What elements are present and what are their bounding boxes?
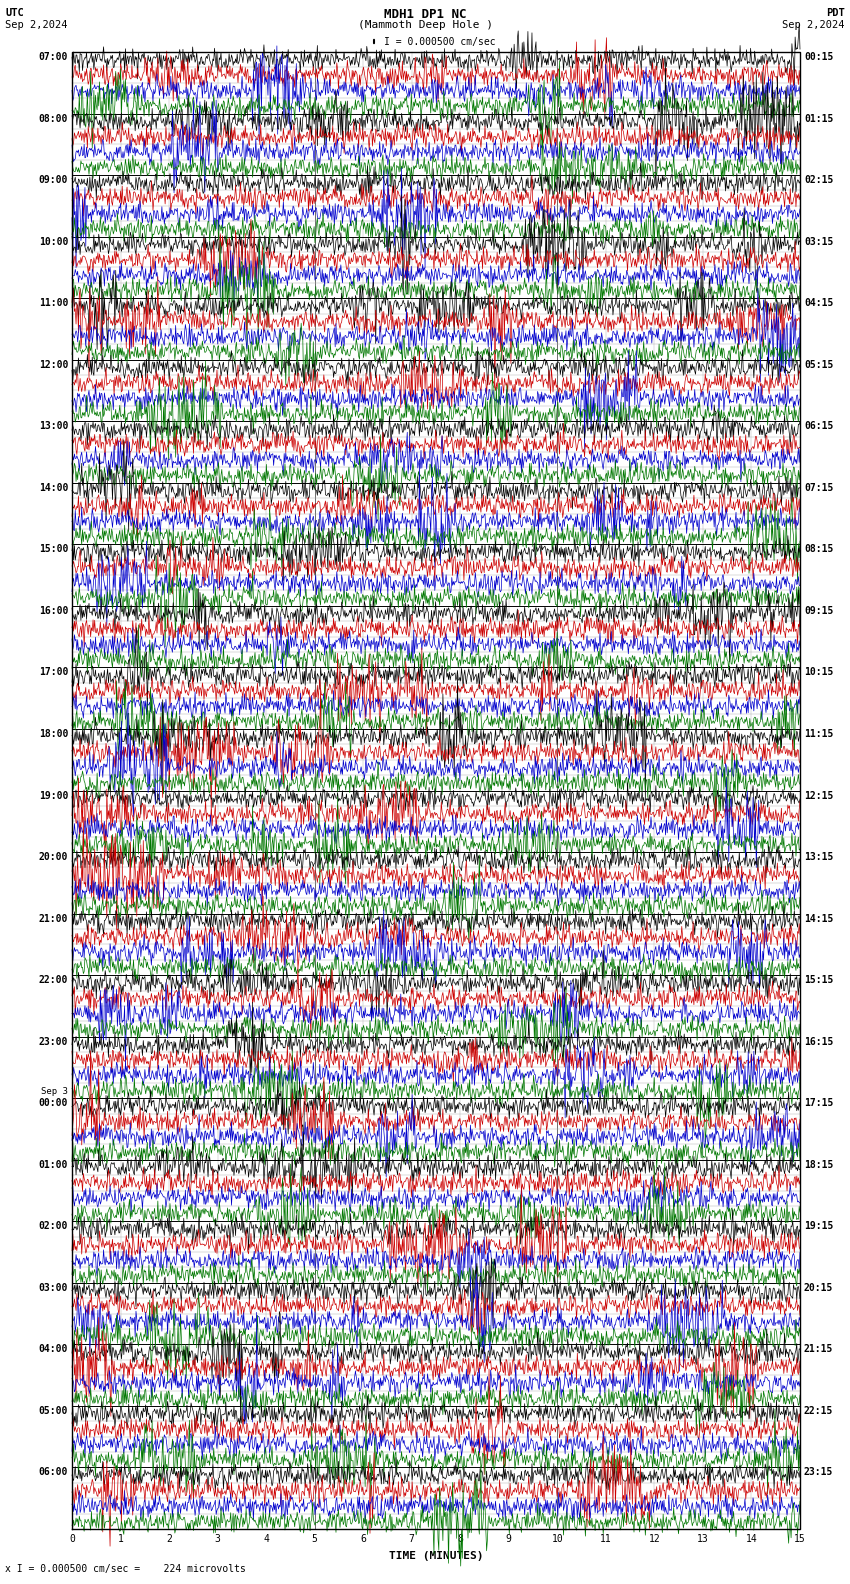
Text: 16:00: 16:00	[38, 605, 68, 616]
Text: 0: 0	[69, 1533, 75, 1544]
Text: 13: 13	[697, 1533, 709, 1544]
Text: Sep 3: Sep 3	[41, 1087, 68, 1096]
Text: 15:00: 15:00	[38, 545, 68, 554]
Text: I = 0.000500 cm/sec: I = 0.000500 cm/sec	[384, 36, 496, 46]
Text: 05:00: 05:00	[38, 1407, 68, 1416]
Text: 01:15: 01:15	[804, 114, 833, 124]
Text: 14:00: 14:00	[38, 483, 68, 493]
Text: 21:00: 21:00	[38, 914, 68, 923]
Text: 12: 12	[649, 1533, 660, 1544]
Text: 07:15: 07:15	[804, 483, 833, 493]
Text: 6: 6	[360, 1533, 366, 1544]
Text: 16:15: 16:15	[804, 1036, 833, 1047]
Text: 07:00: 07:00	[38, 52, 68, 62]
Text: 19:00: 19:00	[38, 790, 68, 800]
Text: 3: 3	[215, 1533, 220, 1544]
Text: 20:15: 20:15	[804, 1283, 833, 1293]
Text: TIME (MINUTES): TIME (MINUTES)	[388, 1551, 484, 1560]
Text: 10:15: 10:15	[804, 667, 833, 678]
Text: 17:00: 17:00	[38, 667, 68, 678]
Text: 10: 10	[552, 1533, 564, 1544]
Text: 03:00: 03:00	[38, 1283, 68, 1293]
Text: 06:15: 06:15	[804, 421, 833, 431]
Text: 00:15: 00:15	[804, 52, 833, 62]
Text: PDT: PDT	[826, 8, 845, 17]
Text: 21:15: 21:15	[804, 1345, 833, 1354]
Text: 23:15: 23:15	[804, 1467, 833, 1478]
Text: 11:00: 11:00	[38, 298, 68, 309]
Text: 03:15: 03:15	[804, 236, 833, 247]
Text: 13:00: 13:00	[38, 421, 68, 431]
Text: 4: 4	[264, 1533, 269, 1544]
Text: 00:00: 00:00	[38, 1098, 68, 1109]
Text: 22:00: 22:00	[38, 976, 68, 985]
Text: MDH1 DP1 NC: MDH1 DP1 NC	[383, 8, 467, 21]
Text: Sep 2,2024: Sep 2,2024	[783, 21, 845, 30]
Text: 10:00: 10:00	[38, 236, 68, 247]
Text: 04:15: 04:15	[804, 298, 833, 309]
Text: 11: 11	[600, 1533, 612, 1544]
Text: 11:15: 11:15	[804, 729, 833, 740]
Text: 15: 15	[794, 1533, 806, 1544]
Text: 1: 1	[117, 1533, 123, 1544]
Text: 08:00: 08:00	[38, 114, 68, 124]
Text: 7: 7	[409, 1533, 415, 1544]
Text: 18:00: 18:00	[38, 729, 68, 740]
Text: 09:00: 09:00	[38, 176, 68, 185]
Text: 17:15: 17:15	[804, 1098, 833, 1109]
Text: 18:15: 18:15	[804, 1159, 833, 1169]
Text: 5: 5	[312, 1533, 318, 1544]
Text: 14: 14	[745, 1533, 757, 1544]
Text: 04:00: 04:00	[38, 1345, 68, 1354]
Text: 23:00: 23:00	[38, 1036, 68, 1047]
Text: 01:00: 01:00	[38, 1159, 68, 1169]
Text: x I = 0.000500 cm/sec =    224 microvolts: x I = 0.000500 cm/sec = 224 microvolts	[5, 1563, 246, 1574]
Text: 02:00: 02:00	[38, 1221, 68, 1231]
Text: 8: 8	[457, 1533, 463, 1544]
Text: 05:15: 05:15	[804, 360, 833, 369]
Text: 09:15: 09:15	[804, 605, 833, 616]
Text: 12:15: 12:15	[804, 790, 833, 800]
Text: 02:15: 02:15	[804, 176, 833, 185]
Text: (Mammoth Deep Hole ): (Mammoth Deep Hole )	[358, 21, 492, 30]
Text: 22:15: 22:15	[804, 1407, 833, 1416]
Text: 12:00: 12:00	[38, 360, 68, 369]
Text: 2: 2	[166, 1533, 172, 1544]
Text: 19:15: 19:15	[804, 1221, 833, 1231]
Text: 06:00: 06:00	[38, 1467, 68, 1478]
Text: 20:00: 20:00	[38, 852, 68, 862]
Text: 9: 9	[506, 1533, 512, 1544]
Text: 08:15: 08:15	[804, 545, 833, 554]
Text: 15:15: 15:15	[804, 976, 833, 985]
Text: 13:15: 13:15	[804, 852, 833, 862]
Text: Sep 2,2024: Sep 2,2024	[5, 21, 67, 30]
Text: 14:15: 14:15	[804, 914, 833, 923]
Text: UTC: UTC	[5, 8, 24, 17]
